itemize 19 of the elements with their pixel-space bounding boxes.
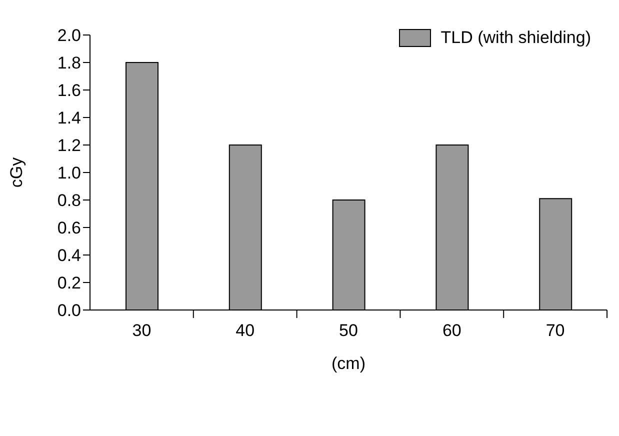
x-tick-label: 40 <box>236 321 255 340</box>
y-tick-label: 1.2 <box>57 136 81 156</box>
y-tick-label: 0.2 <box>57 274 81 293</box>
legend-label: TLD (with shielding) <box>440 28 591 48</box>
x-tick-label: 70 <box>546 321 565 340</box>
y-tick-label: 0.8 <box>57 191 81 210</box>
y-tick-label: 0.4 <box>57 246 81 266</box>
y-tick-label: 1.6 <box>57 81 81 100</box>
x-tick-label: 60 <box>442 321 462 340</box>
y-tick-label: 0.0 <box>57 301 81 320</box>
y-tick-label: 0.6 <box>57 218 81 238</box>
y-tick-label: 1.0 <box>57 164 81 183</box>
x-tick-label: 30 <box>132 321 152 340</box>
x-axis-title: (cm) <box>332 354 366 373</box>
y-tick-label: 1.4 <box>57 108 81 128</box>
x-tick-label: 50 <box>339 321 358 340</box>
y-tick-label: 2.0 <box>57 26 81 46</box>
y-tick-label: 1.8 <box>57 54 81 73</box>
y-axis-title: cGy <box>7 156 26 188</box>
